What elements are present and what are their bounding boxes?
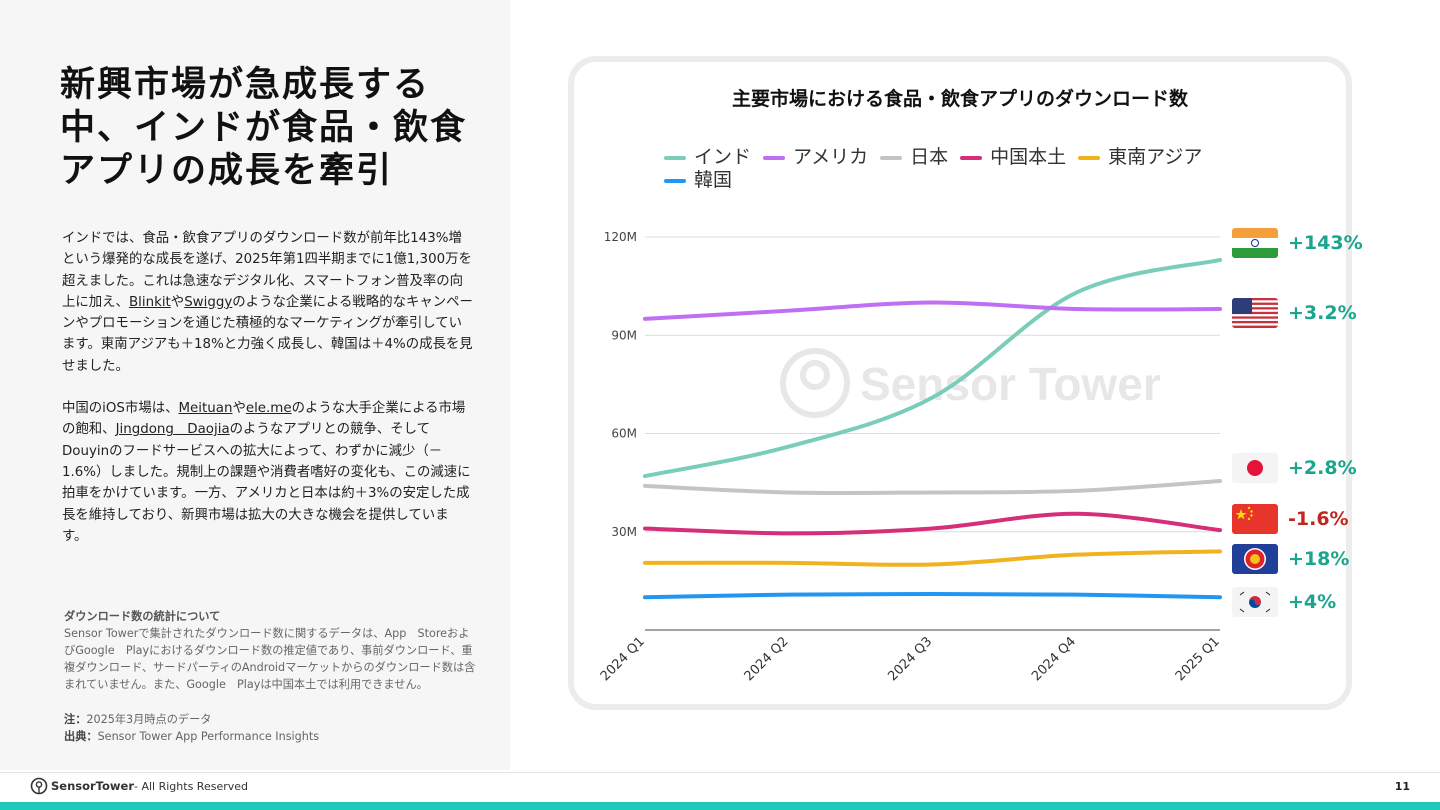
sensortower-logo-icon bbox=[30, 777, 48, 795]
change-percent: +18% bbox=[1288, 548, 1350, 570]
body-text: インドでは、食品・飲食アプリのダウンロード数が前年比143%増という爆発的な成長… bbox=[62, 228, 474, 568]
chart-title: 主要市場における食品・飲食アプリのダウンロード数 bbox=[731, 88, 1188, 110]
legend-label: 日本 bbox=[910, 146, 949, 168]
change-row: +2.8% bbox=[1232, 453, 1357, 483]
watermark: Sensor Tower bbox=[780, 348, 1161, 418]
x-tick-label: 2025 Q1 bbox=[1173, 634, 1223, 684]
legend-item: 日本 bbox=[880, 146, 948, 169]
body-paragraph-1: インドでは、食品・飲食アプリのダウンロード数が前年比143%増という爆発的な成長… bbox=[62, 231, 473, 374]
legend-label: インド bbox=[694, 146, 752, 168]
chart-card bbox=[568, 56, 1352, 710]
legend-swatch bbox=[664, 178, 686, 183]
change-row: +4% bbox=[1232, 587, 1336, 617]
china-flag-icon bbox=[1232, 504, 1278, 534]
legend-item: 中国本土 bbox=[960, 146, 1066, 169]
change-row: +143% bbox=[1232, 228, 1363, 258]
legend-item: インド bbox=[664, 146, 751, 169]
x-tick-label: 2024 Q1 bbox=[598, 634, 648, 684]
legend-swatch bbox=[960, 155, 983, 160]
footer-rights: - All Rights Reserved bbox=[134, 779, 248, 793]
footer-logo: SensorTower - All Rights Reserved bbox=[30, 777, 248, 795]
watermark-text: Sensor Tower bbox=[860, 358, 1161, 410]
legend-item: アメリカ bbox=[763, 146, 868, 169]
x-tick-label: 2024 Q4 bbox=[1029, 634, 1079, 684]
y-tick-label: 90M bbox=[611, 328, 637, 342]
page-number: 11 bbox=[1394, 780, 1410, 793]
series-line bbox=[643, 511, 1222, 536]
legend-item: 東南アジア bbox=[1078, 146, 1202, 169]
y-tick-label: 60M bbox=[611, 427, 637, 441]
link-blinkit[interactable]: Blinkit bbox=[128, 294, 171, 310]
india-flag-icon bbox=[1232, 228, 1278, 258]
japan-flag-icon bbox=[1232, 453, 1278, 483]
y-tick-label: 120M bbox=[604, 230, 637, 244]
series-line bbox=[643, 549, 1222, 567]
link-meituan[interactable]: Meituan bbox=[178, 401, 233, 417]
notes-title: ダウンロード数の統計について bbox=[64, 610, 221, 623]
change-percent: +2.8% bbox=[1288, 457, 1357, 479]
change-row: +18% bbox=[1232, 544, 1349, 574]
legend-label: アメリカ bbox=[793, 146, 869, 168]
legend-label: 韓国 bbox=[694, 169, 733, 191]
series-line bbox=[643, 257, 1222, 479]
legend-item: 韓国 bbox=[664, 169, 732, 192]
legend-swatch bbox=[880, 155, 903, 160]
change-percent: +4% bbox=[1288, 591, 1337, 613]
notes-text: Sensor Towerで集計されたダウンロード数に関するデータは、App St… bbox=[64, 627, 476, 691]
headline: 新興市場が急成長する中、インドが食品・飲食アプリの成長を牽引 bbox=[60, 65, 468, 191]
link-eleme[interactable]: ele.me bbox=[245, 401, 292, 417]
link-swiggy[interactable]: Swiggy bbox=[184, 294, 233, 310]
legend-label: 東南アジア bbox=[1108, 146, 1203, 168]
watermark-icon-inner bbox=[800, 360, 830, 390]
link-jingdong-daojia[interactable]: Jingdong Daojia bbox=[115, 422, 230, 438]
legend-swatch bbox=[1078, 155, 1101, 160]
watermark-icon bbox=[780, 348, 850, 418]
footer-divider bbox=[0, 772, 1440, 773]
left-panel bbox=[0, 0, 510, 770]
asean-flag-icon bbox=[1232, 544, 1278, 574]
notes: ダウンロード数の統計について Sensor Towerで集計されたダウンロード数… bbox=[64, 608, 476, 745]
series-line bbox=[643, 478, 1222, 495]
note-line: 注：2025年3月時点のデータ bbox=[64, 713, 212, 726]
body-paragraph-2: 中国のiOS市場は、Meituanやele.meのような大手企業による市場の飽和… bbox=[62, 401, 471, 544]
footer-brand: SensorTower bbox=[51, 779, 134, 793]
change-row: +3.2% bbox=[1232, 298, 1357, 328]
legend-swatch bbox=[763, 155, 786, 160]
y-tick-label: 30M bbox=[611, 525, 637, 539]
x-tick-label: 2024 Q2 bbox=[742, 634, 792, 684]
change-percent: +143% bbox=[1288, 232, 1363, 254]
usa-flag-icon bbox=[1232, 298, 1278, 328]
series-line bbox=[643, 300, 1222, 321]
change-percent: +3.2% bbox=[1288, 302, 1357, 324]
korea-flag-icon bbox=[1232, 587, 1278, 617]
source-line: 出典：Sensor Tower App Performance Insights bbox=[64, 730, 320, 743]
x-tick-label: 2024 Q3 bbox=[885, 634, 935, 684]
series-line bbox=[643, 591, 1222, 600]
line-chart: Sensor Tower 30M 60M 90M 120M 2024 Q1 2024 Q2 2… bbox=[598, 230, 1223, 684]
change-row: -1.6% bbox=[1232, 504, 1349, 534]
chart-legend: インド アメリカ 日本 中国本土 東南アジア韓国 bbox=[664, 146, 1234, 192]
legend-swatch bbox=[664, 155, 686, 160]
bottom-accent-bar bbox=[0, 802, 1440, 810]
change-percent: -1.6% bbox=[1288, 508, 1349, 530]
legend-label: 中国本土 bbox=[990, 146, 1067, 168]
